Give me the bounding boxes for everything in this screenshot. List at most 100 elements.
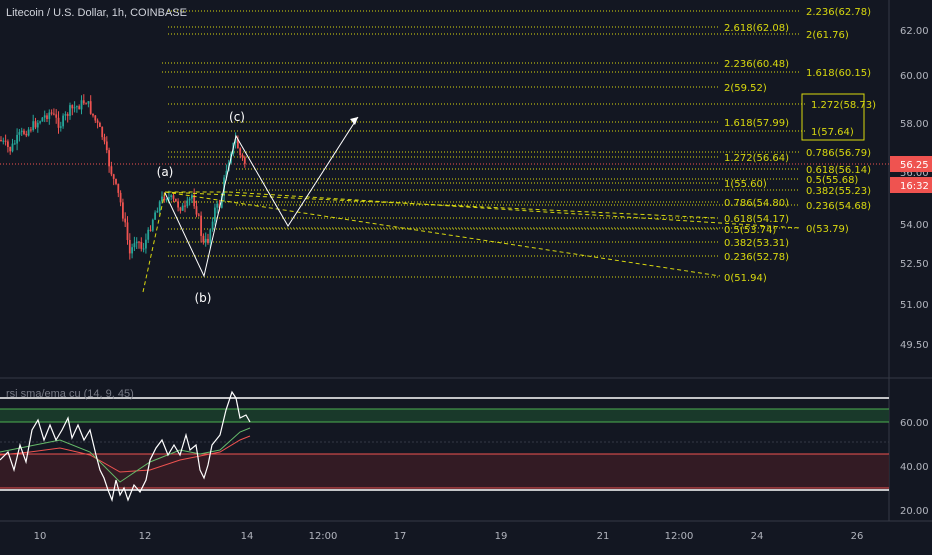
candle-body: [101, 126, 104, 138]
candle-body: [133, 243, 136, 248]
time-label: 12:00: [309, 531, 338, 542]
wave-label-b[interactable]: (b): [195, 291, 212, 305]
candle-body: [32, 121, 35, 130]
candle-body: [193, 195, 196, 207]
price-label: 52.50: [900, 259, 929, 270]
candle-body: [73, 107, 76, 109]
rsi-axis[interactable]: 60.00 40.00 20.00: [900, 418, 929, 517]
candle-body: [172, 195, 175, 199]
fib-level-label: 0.5(55.68): [806, 175, 858, 186]
rsi-axis-label: 40.00: [900, 462, 929, 473]
fib-level-label: 2.236(60.48): [724, 59, 789, 70]
fib-level-label: 0.618(54.17): [724, 214, 789, 225]
candle-body: [105, 141, 108, 151]
time-label: 21: [597, 531, 610, 542]
candle-body: [154, 212, 156, 220]
fib-level-label: 0.618(56.14): [806, 165, 871, 176]
candle-body: [36, 122, 39, 128]
indicator-title[interactable]: rsi sma/ema cu (14, 9, 45): [6, 388, 134, 400]
candle-body: [76, 106, 78, 108]
candle-body: [2, 140, 5, 142]
wave-label-a[interactable]: (a): [157, 165, 174, 179]
candle-body: [218, 203, 221, 208]
candle-body: [117, 183, 120, 193]
candle-body: [99, 122, 101, 127]
candle-body: [234, 139, 237, 143]
rsi-axis-label: 60.00: [900, 418, 929, 429]
time-label: 14: [241, 531, 254, 542]
fib-level-label: 2(59.52): [724, 83, 767, 94]
fib-level-label: 0.382(55.23): [806, 186, 871, 197]
time-label: 10: [34, 531, 47, 542]
rsi-overbought-zone: [0, 409, 889, 422]
candle-body: [48, 112, 51, 119]
wave-label-c[interactable]: (c): [229, 110, 245, 124]
candle-body: [80, 100, 83, 110]
current-price-badge: 56.25 16:32: [890, 156, 932, 193]
fib-trend-3[interactable]: [228, 191, 801, 229]
candle-body: [184, 205, 186, 207]
candle-body: [161, 196, 163, 202]
fib-level-label: 1(55.60): [724, 179, 767, 190]
price-label: 54.00: [900, 220, 929, 231]
candle-body: [57, 117, 60, 128]
candle-body: [168, 197, 170, 200]
price-axis[interactable]: 62.00 60.00 58.00 56.00 54.00 52.50 51.0…: [900, 26, 929, 351]
candle-body: [94, 115, 97, 121]
candle-body: [41, 117, 44, 122]
candle-body: [204, 238, 207, 243]
rsi-ema-line: [0, 435, 251, 473]
time-axis[interactable]: 10 12 14 12:00 17 19 21 12:00 24 26: [34, 531, 864, 542]
candle-body: [207, 238, 209, 243]
candle-body: [119, 192, 122, 203]
fib-level-label: 2(61.76): [806, 30, 849, 41]
current-price: 56.25: [900, 160, 929, 171]
candle-body: [197, 214, 200, 216]
candle-body: [186, 200, 189, 207]
rsi-axis-label: 20.00: [900, 506, 929, 517]
fib-level-label: 1.618(57.99): [724, 118, 789, 129]
candles[interactable]: [0, 94, 246, 260]
time-label: 17: [394, 531, 407, 542]
candle-body: [92, 113, 94, 116]
candle-body: [239, 148, 242, 155]
candle-body: [71, 105, 74, 109]
candle-body: [50, 112, 53, 114]
time-label: 12: [139, 531, 152, 542]
time-label: 26: [851, 531, 864, 542]
fib-level-label: 0.5(53.74): [724, 225, 776, 236]
fib-anchor-lines[interactable]: [142, 191, 801, 293]
fib-level-label: 1.272(58.73): [811, 100, 876, 111]
candle-body: [25, 133, 28, 136]
symbol-title[interactable]: Litecoin / U.S. Dollar, 1h, COINBASE: [6, 7, 187, 19]
candle-body: [225, 170, 228, 178]
candle-body: [181, 205, 184, 211]
candle-body: [216, 203, 219, 208]
fib-level-label: 1.618(60.15): [806, 68, 871, 79]
candle-body: [59, 126, 62, 128]
candle-body: [46, 115, 48, 119]
wave-arrow-head: [350, 117, 358, 125]
fib-level-label: 0.786(56.79): [806, 148, 871, 159]
candle-body: [23, 130, 25, 134]
wave-path[interactable]: [164, 116, 359, 278]
candle-body: [142, 248, 145, 250]
fib-trend-2[interactable]: [164, 191, 721, 277]
fib-level-label: 0.382(53.31): [724, 238, 789, 249]
candle-body: [11, 143, 14, 152]
candle-body: [147, 229, 150, 240]
candle-body: [170, 195, 173, 197]
candle-body: [62, 115, 64, 127]
fib-levels[interactable]: 2.236(62.78) 2.618(62.08) 2(61.76) 2.236(60…: [162, 7, 876, 284]
candle-body: [151, 219, 154, 231]
rsi-line: [0, 390, 251, 503]
candle-body: [149, 229, 152, 231]
fib-level-label: 0(53.79): [806, 224, 849, 235]
fib-highlight-box[interactable]: [801, 93, 865, 141]
candle-body: [243, 157, 246, 164]
candle-body: [140, 241, 143, 249]
price-badge-bg: [890, 156, 932, 172]
candle-body: [124, 218, 127, 223]
